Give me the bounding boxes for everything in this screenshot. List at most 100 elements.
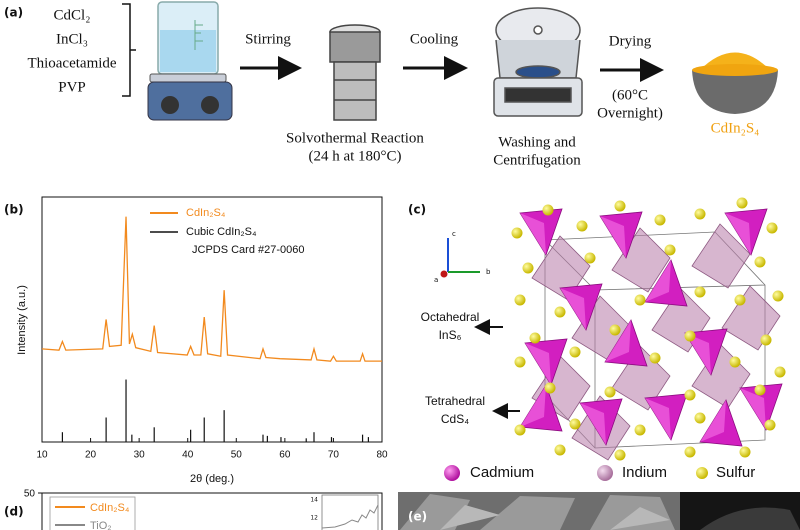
sulfur-atom — [569, 346, 581, 358]
legend-label: TiO₂ — [90, 520, 112, 530]
sulfur-atom — [684, 446, 696, 458]
legend-sphere — [696, 467, 708, 479]
sulfur-atom — [634, 294, 646, 306]
panel-label: (a) — [4, 6, 23, 20]
caption: Solvothermal Reaction — [286, 130, 424, 146]
sulfur-atom — [694, 412, 706, 424]
sulfur-atom — [684, 389, 696, 401]
step-label: Drying — [609, 33, 652, 49]
x-tick-label: 20 — [85, 450, 97, 461]
tetrahedron-face — [700, 400, 726, 442]
axis-name: b — [486, 268, 491, 276]
octahedron — [721, 285, 781, 351]
sulfur-atom — [554, 306, 566, 318]
site-label: CdS₄ — [441, 412, 469, 426]
panel-label: (c) — [408, 203, 426, 217]
crystal-structure — [511, 197, 786, 461]
tubes — [515, 65, 561, 79]
sulfur-atom — [649, 352, 661, 364]
sulfur-atom — [584, 252, 596, 264]
sulfur-atom — [604, 386, 616, 398]
sulfur-atom — [569, 418, 581, 430]
sulfur-atom — [764, 419, 776, 431]
sulfur-atom — [774, 366, 786, 378]
tetrahedron-face — [520, 213, 546, 255]
sulfur-atom — [554, 444, 566, 456]
sulfur-atom — [754, 256, 766, 268]
sulfur-atom — [729, 356, 741, 368]
tetrahedron-face — [560, 288, 586, 330]
octahedron — [691, 223, 751, 289]
sulfur-atom — [576, 220, 588, 232]
sulfur-atom — [654, 214, 666, 226]
x-tick-label: 80 — [376, 450, 388, 461]
x-tick-label: 60 — [279, 450, 291, 461]
stirrer-base — [147, 81, 233, 121]
bowl-icon — [692, 52, 778, 114]
sulfur-atom — [544, 382, 556, 394]
legend-label: Cadmium — [470, 464, 534, 481]
tetrahedron-face — [520, 385, 546, 427]
knob — [201, 96, 219, 114]
hot-plate — [149, 73, 227, 83]
legend-box — [49, 496, 136, 530]
legend-label: Cubic CdIn₂S₄ — [186, 226, 257, 238]
tetrahedron-face — [725, 213, 751, 255]
site-label: InS₆ — [439, 328, 462, 342]
x-tick-label: 30 — [134, 450, 146, 461]
tetrahedron-face — [605, 320, 631, 362]
sem-texture — [440, 505, 670, 530]
sulfur-atom — [614, 200, 626, 212]
caption: (24 h at 180°C) — [308, 148, 401, 164]
tetrahedron-face — [525, 343, 551, 385]
step-label: Stirring — [245, 31, 291, 47]
sulfur-atom — [694, 286, 706, 298]
plot-frame — [41, 492, 383, 530]
reagent: CdCl₂ — [54, 7, 91, 23]
sulfur-atom — [634, 424, 646, 436]
legend-label: CdIn₂S₄ — [186, 207, 226, 219]
sulfur-atom — [766, 222, 778, 234]
inset-curve — [321, 504, 379, 529]
graduation — [194, 20, 203, 50]
panel-label: (d) — [4, 505, 24, 519]
xrd-plot: 10 20 30 40 50 60 70 80 — [36, 216, 388, 461]
inset-tick-label: 12 — [310, 515, 318, 522]
sulfur-atom — [514, 294, 526, 306]
sulfur-atom — [522, 262, 534, 274]
plot-frame — [41, 196, 383, 443]
legend-label: Sulfur — [716, 464, 755, 481]
caption: (60°C — [612, 87, 648, 103]
stirrer-icon — [147, 1, 233, 121]
display — [504, 87, 572, 103]
sulfur-atom — [614, 449, 626, 461]
tetrahedron-face — [580, 403, 606, 445]
site-label: Octahedral — [421, 310, 480, 324]
reagent-list: CdCl₂ InCl₃ Thioacetamide PVP — [27, 7, 116, 95]
inset-frame — [321, 494, 379, 530]
sulfur-atom — [760, 334, 772, 346]
panel-label: (b) — [4, 203, 24, 217]
autoclave-bands — [334, 79, 376, 101]
sulfur-atom — [514, 356, 526, 368]
caption: Washing and — [498, 134, 576, 150]
site-label: Tetrahedral — [425, 394, 485, 408]
sulfur-atom — [514, 424, 526, 436]
sulfur-atom — [542, 204, 554, 216]
sem-texture — [400, 494, 675, 530]
axis-a — [440, 270, 448, 278]
sulfur-atom — [684, 330, 696, 342]
lid-center — [533, 25, 543, 35]
autoclave-cap — [329, 31, 381, 63]
x-tick-label: 50 — [231, 450, 243, 461]
sulfur-atom — [772, 290, 784, 302]
legend-label: CdIn₂S₄ — [90, 502, 130, 514]
sulfur-atom — [609, 324, 621, 336]
product-label: CdIn₂S₄ — [711, 120, 760, 136]
reagent: PVP — [58, 79, 86, 95]
axis-triad: c b a — [434, 230, 491, 284]
axis-name: c — [452, 230, 456, 238]
axis-name: a — [434, 276, 438, 284]
y-tick-label: 50 — [24, 489, 36, 500]
